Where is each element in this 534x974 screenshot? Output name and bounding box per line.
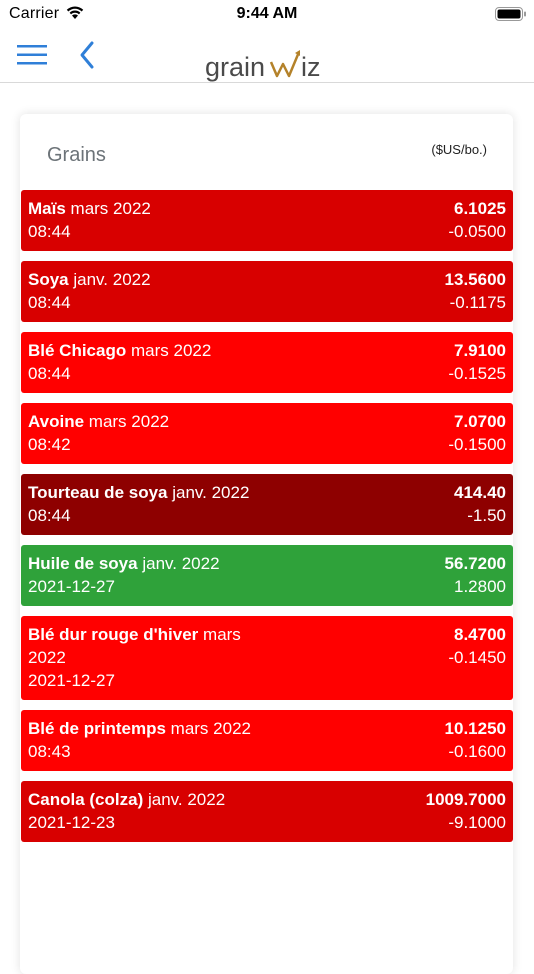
- contract-month: janv. 2022: [172, 483, 250, 502]
- nav-bar: grain iz: [0, 28, 534, 83]
- clock: 9:44 AM: [236, 5, 298, 22]
- quote-change: -1.50: [467, 506, 506, 525]
- unit-label: ($US/bo.): [431, 142, 487, 157]
- quote-time: 2021-12-27: [28, 671, 115, 690]
- quote-list: Maïs mars 2022 08:44 6.1025 -0.0500 Soya jan…: [20, 190, 513, 852]
- quote-time: 08:42: [28, 435, 71, 454]
- commodity-name: Blé Chicago: [28, 341, 127, 360]
- commodity-name: Tourteau de soya: [28, 483, 168, 502]
- quote-right: 7.0700 -0.1500: [448, 410, 506, 456]
- contract-month: mars 2022: [88, 412, 170, 431]
- quote-time: 08:43: [28, 742, 71, 761]
- quote-title-line: Maïs mars 2022: [28, 197, 278, 220]
- commodity-name: Soya: [28, 270, 69, 289]
- quote-row[interactable]: Blé de printemps mars 2022 08:43 10.1250 -0…: [21, 710, 513, 771]
- quote-left: Maïs mars 2022 08:44: [28, 197, 278, 243]
- quote-right: 10.1250 -0.1600: [445, 717, 506, 763]
- quote-price: 414.40: [454, 483, 506, 502]
- contract-month: mars 2022: [130, 341, 212, 360]
- quote-price: 10.1250: [444, 719, 506, 738]
- quote-time: 08:44: [28, 364, 71, 383]
- battery-icon: [495, 7, 526, 21]
- quote-change: -0.1450: [448, 648, 506, 667]
- quote-left: Avoine mars 2022 08:42: [28, 410, 278, 456]
- quote-right: 13.5600 -0.1175: [445, 268, 506, 314]
- status-bar: Carrier 9:44 AM: [0, 0, 534, 28]
- quote-left: Blé de printemps mars 2022 08:43: [28, 717, 278, 763]
- svg-text:iz: iz: [301, 52, 321, 82]
- contract-month: janv. 2022: [147, 790, 226, 809]
- quote-row[interactable]: Blé dur rouge d'hiver mars 2022 2021-12-2…: [21, 616, 513, 700]
- grainwiz-logo: grain iz: [205, 48, 331, 82]
- quote-left: Blé dur rouge d'hiver mars 2022 2021-12-2…: [28, 623, 278, 692]
- quote-row[interactable]: Maïs mars 2022 08:44 6.1025 -0.0500: [21, 190, 513, 251]
- quote-time: 08:44: [28, 506, 71, 525]
- quote-price: 1009.7000: [425, 790, 506, 809]
- quote-change: -0.0500: [448, 222, 506, 241]
- quote-price: 6.1025: [454, 199, 506, 218]
- quote-price: 56.7200: [444, 554, 506, 573]
- quote-price: 7.9100: [454, 341, 506, 360]
- quote-title-line: Blé dur rouge d'hiver mars 2022: [28, 623, 278, 669]
- commodity-name: Huile de soya: [28, 554, 138, 573]
- grains-card: Grains ($US/bo.) Maïs mars 2022 08:44 6.10…: [20, 114, 513, 974]
- quote-title-line: Tourteau de soya janv. 2022: [28, 481, 278, 504]
- quote-left: Blé Chicago mars 2022 08:44: [28, 339, 278, 385]
- quote-time: 2021-12-27: [28, 577, 115, 596]
- commodity-name: Canola (colza): [28, 790, 144, 809]
- commodity-name: Blé de printemps: [28, 719, 166, 738]
- commodity-name: Maïs: [28, 199, 66, 218]
- quote-row[interactable]: Avoine mars 2022 08:42 7.0700 -0.1500: [21, 403, 513, 464]
- contract-month: janv. 2022: [142, 554, 220, 573]
- quote-row[interactable]: Blé Chicago mars 2022 08:44 7.9100 -0.1525: [21, 332, 513, 393]
- quote-price: 7.0700: [454, 412, 506, 431]
- quote-change: -0.1600: [448, 742, 506, 761]
- quote-left: Tourteau de soya janv. 2022 08:44: [28, 481, 278, 527]
- quote-change: -0.1500: [448, 435, 506, 454]
- quote-right: 1009.7000 -9.1000: [426, 788, 506, 834]
- quote-price: 13.5600: [444, 270, 506, 289]
- carrier-label: Carrier: [9, 5, 60, 22]
- quote-row[interactable]: Canola (colza) janv. 2022 2021-12-23 1009.…: [21, 781, 513, 842]
- quote-change: -9.1000: [448, 813, 506, 832]
- quote-row[interactable]: Huile de soya janv. 2022 2021-12-27 56.720…: [21, 545, 513, 606]
- quote-time: 08:44: [28, 293, 71, 312]
- quote-row[interactable]: Tourteau de soya janv. 2022 08:44 414.40 -1…: [21, 474, 513, 535]
- quote-left: Canola (colza) janv. 2022 2021-12-23: [28, 788, 278, 834]
- contract-month: janv. 2022: [73, 270, 151, 289]
- quote-left: Huile de soya janv. 2022 2021-12-27: [28, 552, 278, 598]
- hamburger-menu-icon[interactable]: [17, 45, 47, 65]
- card-title: Grains: [47, 144, 106, 166]
- quote-right: 6.1025 -0.0500: [448, 197, 506, 243]
- quote-right: 414.40 -1.50: [454, 481, 506, 527]
- quote-title-line: Blé de printemps mars 2022: [28, 717, 278, 740]
- contract-month: mars 2022: [170, 719, 251, 738]
- quote-change: -0.1175: [449, 293, 506, 312]
- quote-title-line: Huile de soya janv. 2022: [28, 552, 278, 575]
- quote-title-line: Soya janv. 2022: [28, 268, 278, 291]
- quote-price: 8.4700: [454, 625, 506, 644]
- svg-text:grain: grain: [205, 52, 265, 82]
- contract-month: mars 2022: [28, 625, 241, 667]
- quote-right: 8.4700 -0.1450: [448, 623, 506, 669]
- quote-title-line: Blé Chicago mars 2022: [28, 339, 278, 362]
- quote-right: 56.7200 1.2800: [445, 552, 506, 598]
- quote-row[interactable]: Soya janv. 2022 08:44 13.5600 -0.1175: [21, 261, 513, 322]
- contract-month: mars 2022: [70, 199, 151, 218]
- quote-change: -0.1525: [448, 364, 506, 383]
- quote-left: Soya janv. 2022 08:44: [28, 268, 278, 314]
- wifi-icon: [66, 6, 84, 19]
- commodity-name: Blé dur rouge d'hiver: [28, 625, 199, 644]
- chevron-left-icon[interactable]: [78, 40, 96, 70]
- quote-title-line: Avoine mars 2022: [28, 410, 278, 433]
- quote-change: 1.2800: [454, 577, 506, 596]
- commodity-name: Avoine: [28, 412, 85, 431]
- quote-right: 7.9100 -0.1525: [448, 339, 506, 385]
- quote-title-line: Canola (colza) janv. 2022: [28, 788, 278, 811]
- quote-time: 08:44: [28, 222, 71, 241]
- quote-time: 2021-12-23: [28, 813, 115, 832]
